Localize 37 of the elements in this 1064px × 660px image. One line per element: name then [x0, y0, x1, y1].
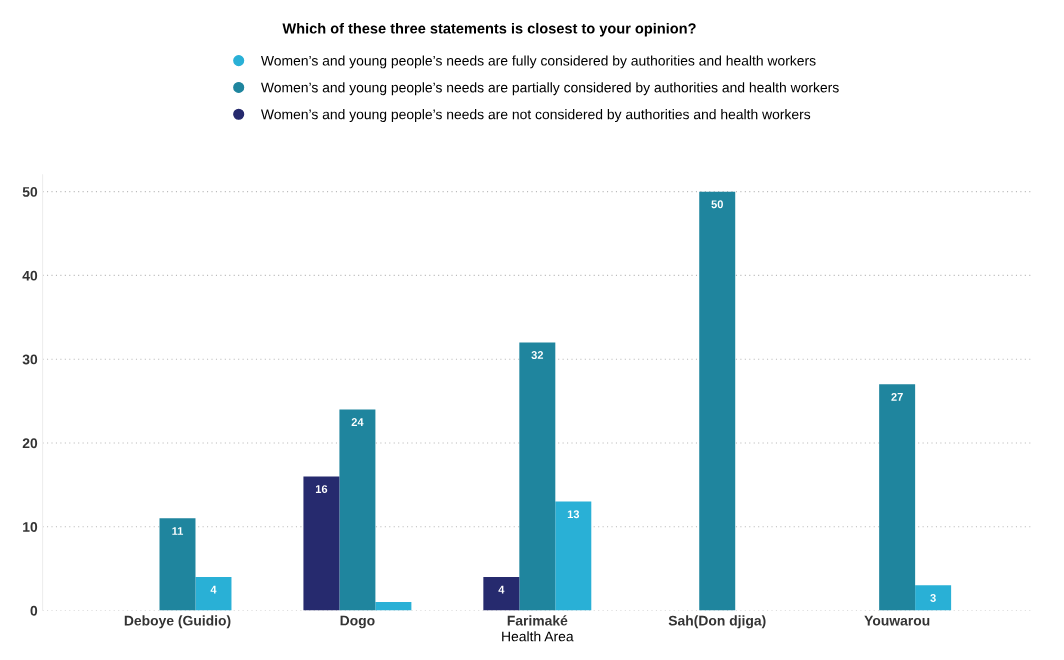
data-label: 4 — [210, 585, 217, 594]
y-tick-label: 30 — [22, 354, 38, 365]
data-label: 11 — [172, 527, 184, 535]
legend-label: Women’s and young people’s needs are not considered by authorities and health workers — [260, 109, 811, 123]
bar — [915, 585, 952, 611]
bar — [555, 501, 592, 611]
data-label: 27 — [891, 392, 903, 401]
legend-label: Women’s and young people’s needs are partially considered by authorities and health workers — [260, 82, 839, 96]
data-label: 16 — [315, 485, 328, 494]
x-axis-title: Health Area — [502, 631, 574, 642]
data-label: 3 — [930, 594, 936, 602]
x-tick-label: Sah(Don djiga) — [668, 615, 766, 629]
y-tick-label: 10 — [23, 522, 38, 532]
legend-label: Women’s and young people’s needs are fully considered by authorities and health workers — [260, 55, 816, 69]
bar — [195, 576, 232, 611]
bar — [303, 476, 340, 611]
x-tick-label: Deboye (Guidio) — [124, 615, 231, 629]
data-label: 32 — [531, 351, 544, 359]
x-tick-label: Farimaké — [507, 615, 568, 626]
bar — [879, 384, 916, 611]
bar — [339, 409, 376, 611]
bar — [483, 576, 520, 611]
x-tick-label: Youwarou — [864, 615, 930, 626]
y-tick-label: 50 — [22, 186, 38, 197]
y-tick-label: 20 — [22, 438, 38, 449]
bar — [519, 342, 556, 611]
bar — [375, 602, 412, 611]
data-label: 24 — [351, 418, 364, 426]
x-tick-label: Dogo — [340, 615, 375, 629]
data-label: 50 — [711, 200, 723, 209]
data-label: 4 — [498, 585, 505, 594]
y-tick-label: 0 — [30, 605, 38, 616]
y-tick-label: 40 — [22, 270, 38, 281]
bar — [699, 191, 736, 611]
chart-title: Which of these three statements is closest to your opinion? — [282, 22, 696, 37]
bar — [159, 518, 196, 611]
data-label: 13 — [567, 510, 580, 519]
